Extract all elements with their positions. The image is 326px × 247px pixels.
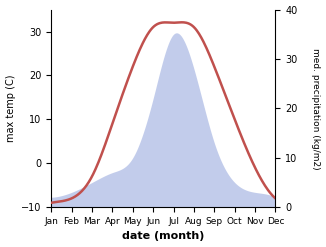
Y-axis label: med. precipitation (kg/m2): med. precipitation (kg/m2) xyxy=(311,48,320,169)
X-axis label: date (month): date (month) xyxy=(122,231,204,242)
Y-axis label: max temp (C): max temp (C) xyxy=(6,75,16,142)
